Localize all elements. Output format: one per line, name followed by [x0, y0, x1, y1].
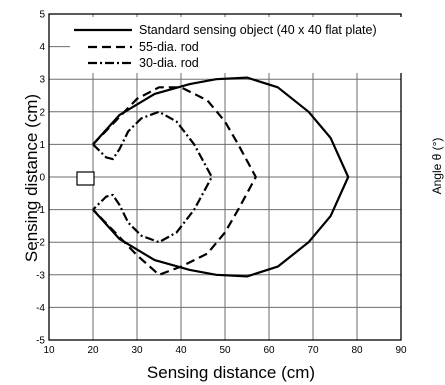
x-tick-label: 20	[87, 345, 99, 356]
y-tick-label: -3	[36, 270, 45, 281]
x-axis-title: Sensing distance (cm)	[147, 363, 315, 382]
y-tick-label: 5	[39, 10, 45, 21]
x-tick-label: 50	[219, 345, 231, 356]
legend: Standard sensing object (40 x 40 flat pl…	[70, 17, 442, 73]
x-tick-label: 10	[43, 345, 55, 356]
sensor-marker-icon	[76, 171, 95, 186]
plot-frame	[48, 13, 402, 341]
y-tick-label: 1	[39, 140, 45, 151]
curve-30-dia-rod	[92, 110, 213, 244]
legend-label-55-rod: 55-dia. rod	[139, 40, 199, 54]
y-tick-label: -5	[36, 336, 45, 347]
y-tick-label: 4	[39, 42, 45, 53]
y-axis-title: Sensing distance (cm)	[22, 94, 41, 262]
right-axis-title: Angle θ (°)	[430, 138, 444, 195]
x-tick-label: 30	[131, 345, 143, 356]
x-tick-label: 60	[263, 345, 275, 356]
y-tick-label: -1	[36, 205, 45, 216]
x-tick-label: 70	[307, 345, 319, 356]
x-tick-label: 90	[395, 345, 407, 356]
curve-standard-object	[92, 76, 350, 278]
x-tick-label: 40	[175, 345, 187, 356]
legend-label-standard: Standard sensing object (40 x 40 flat pl…	[139, 23, 377, 37]
y-tick-label: 2	[39, 107, 45, 118]
y-tick-label: -4	[36, 303, 45, 314]
legend-background	[70, 17, 442, 73]
legend-label-30-rod: 30-dia. rod	[139, 56, 199, 70]
curve-55-dia-rod	[92, 86, 257, 276]
y-tick-label: 0	[39, 173, 45, 184]
y-tick-label: -2	[36, 238, 45, 249]
curve-layer	[92, 76, 350, 278]
y-tick-label: 3	[39, 75, 45, 86]
x-tick-label: 80	[351, 345, 363, 356]
